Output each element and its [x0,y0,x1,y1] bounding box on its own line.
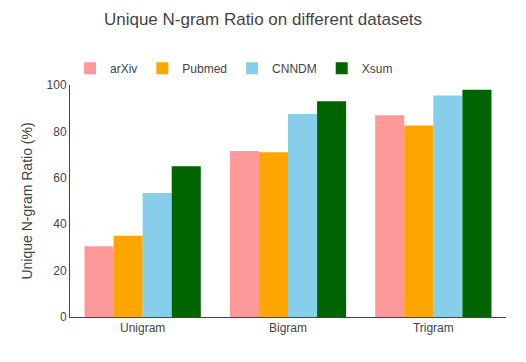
svg-text:CNNDM: CNNDM [272,62,317,76]
svg-text:40: 40 [53,217,67,231]
svg-text:20: 20 [53,264,67,278]
svg-text:100: 100 [47,78,67,92]
svg-text:Unique N-gram Ratio on differe: Unique N-gram Ratio on different dataset… [104,10,422,29]
svg-text:Pubmed: Pubmed [182,62,227,76]
svg-text:80: 80 [53,125,67,139]
svg-text:Unigram: Unigram [120,321,165,335]
svg-text:Xsum: Xsum [362,62,393,76]
svg-text:Unique N-gram Ratio (%): Unique N-gram Ratio (%) [19,122,35,279]
svg-text:Trigram: Trigram [413,321,454,335]
svg-text:0: 0 [60,310,67,324]
svg-text:60: 60 [53,171,67,185]
svg-text:arXiv: arXiv [110,62,137,76]
svg-text:Bigram: Bigram [269,321,307,335]
